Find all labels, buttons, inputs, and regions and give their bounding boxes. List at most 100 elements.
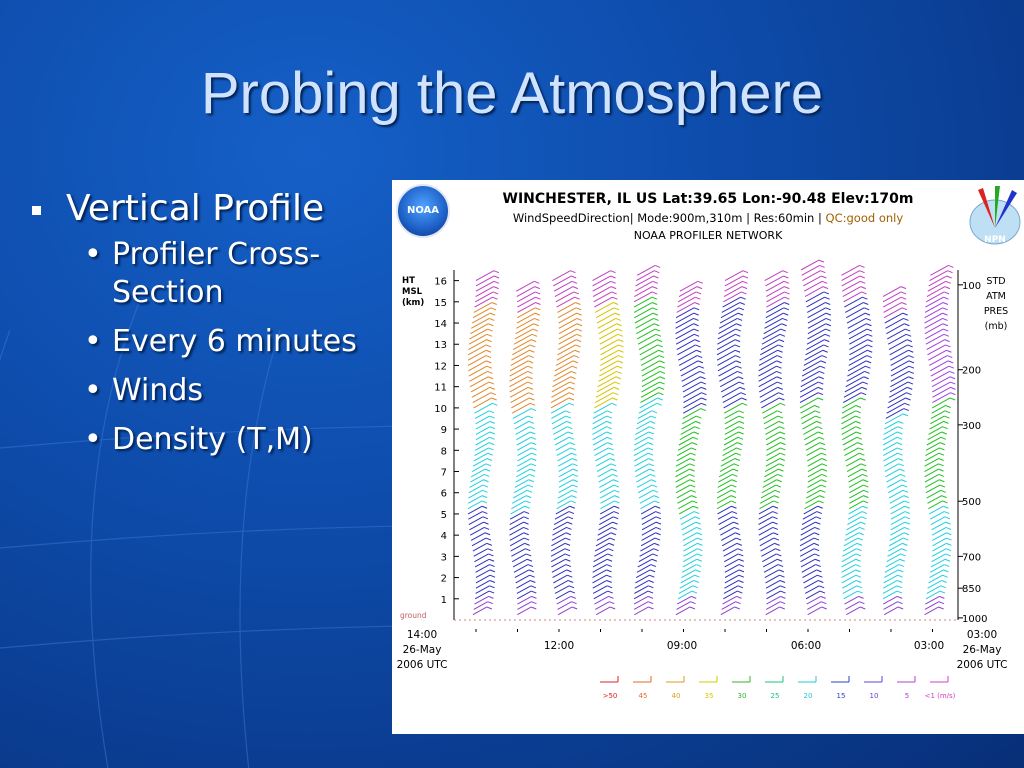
wind-barb-flag <box>658 355 665 359</box>
wind-barb-flag <box>568 511 575 515</box>
wind-barb <box>557 606 573 616</box>
wind-barb-flag <box>609 458 616 461</box>
wind-barb <box>723 585 739 594</box>
wind-barb-flag <box>938 606 944 610</box>
wind-barb-flag <box>738 574 745 578</box>
wind-barb <box>634 463 650 472</box>
wind-barb <box>882 590 898 600</box>
wind-barb-flag <box>735 537 742 541</box>
wind-barb-flag <box>867 344 873 348</box>
wind-barb-flag <box>822 286 829 290</box>
wind-barb-flag <box>567 516 574 520</box>
wind-barb <box>593 291 612 303</box>
wind-barb <box>553 580 569 589</box>
wind-barb <box>512 558 528 568</box>
wind-barb <box>473 452 489 462</box>
wind-barb-flag <box>904 402 910 406</box>
wind-barb <box>681 371 700 382</box>
wind-barb-flag <box>860 458 866 461</box>
wind-profile-chart: HTMSL(km)12345678910111213141516groundST… <box>397 259 1008 700</box>
wind-barb <box>676 601 691 610</box>
wind-barb-flag <box>822 349 828 353</box>
wind-barb <box>474 291 494 303</box>
wind-barb-flag <box>570 500 576 504</box>
wind-barb-flag <box>692 500 698 504</box>
wind-barb <box>925 442 941 451</box>
wind-barb <box>890 527 905 536</box>
wind-barb-flag <box>489 317 495 321</box>
x-tick-label: 06:00 <box>791 640 821 652</box>
wind-barb-flag <box>484 526 490 530</box>
wind-barb-flag <box>778 463 785 467</box>
wind-barb <box>682 527 697 536</box>
wind-barb <box>761 333 781 345</box>
wind-barb-flag <box>856 585 863 589</box>
wind-barb-flag <box>611 291 617 295</box>
x-left-time-label: 14:00 <box>407 629 437 641</box>
wind-barb <box>554 436 570 446</box>
wind-barb-flag <box>772 526 778 530</box>
wind-barb <box>515 473 530 483</box>
wind-barb <box>633 291 653 303</box>
wind-barb-flag <box>813 548 820 552</box>
wind-barb <box>930 410 946 419</box>
wind-barb-flag <box>648 463 655 467</box>
wind-barb <box>683 548 698 557</box>
wind-barb-flag <box>821 606 827 610</box>
wind-barb <box>557 601 572 610</box>
wind-barb-flag <box>775 484 782 488</box>
wind-barb-flag <box>565 564 572 568</box>
wind-barb <box>557 307 577 319</box>
wind-barb-flag <box>693 505 699 509</box>
wind-barb <box>675 484 691 494</box>
wind-barb <box>766 291 785 303</box>
wind-barb-flag <box>651 484 658 488</box>
wind-barb <box>844 381 864 393</box>
wind-barb-flag <box>943 296 949 300</box>
wind-barb <box>890 505 905 515</box>
wind-barb <box>925 595 940 605</box>
wind-barb-flag <box>486 458 493 461</box>
wind-profile-column <box>882 286 915 616</box>
wind-barb-flag <box>859 452 865 456</box>
wind-barb <box>468 365 488 377</box>
x-left-time-label: 2006 UTC <box>397 659 448 671</box>
wind-barb <box>930 415 945 425</box>
wind-barb-flag <box>571 370 577 374</box>
wind-barb <box>472 307 492 319</box>
wind-barb-flag <box>649 426 655 430</box>
wind-barb <box>806 484 822 494</box>
wind-barb-flag <box>565 410 571 414</box>
wind-barb-flag <box>523 521 529 525</box>
wind-barb <box>720 606 736 616</box>
wind-barb <box>515 323 534 335</box>
wind-barb <box>475 415 490 425</box>
wind-barb-flag <box>486 606 493 610</box>
wind-barb-flag <box>690 601 696 605</box>
wind-barb <box>509 527 524 536</box>
wind-barb <box>887 548 902 557</box>
wind-barb <box>641 532 656 541</box>
wind-barb-flag <box>573 291 580 295</box>
wind-barb <box>932 537 947 547</box>
wind-barb-flag <box>777 558 783 562</box>
wind-barb-flag <box>654 323 660 327</box>
wind-barb-flag <box>482 516 489 520</box>
wind-barb-flag <box>647 452 654 456</box>
wind-barb <box>848 355 867 366</box>
wind-barb <box>760 344 779 356</box>
wind-barb <box>719 376 739 388</box>
wind-barb <box>925 447 940 457</box>
wind-barb-flag <box>606 431 612 435</box>
wind-barb <box>633 296 653 308</box>
wind-barb <box>886 402 905 414</box>
wind-barb <box>635 275 654 287</box>
wind-barb <box>841 270 860 282</box>
wind-barb-flag <box>817 386 824 390</box>
wind-barb <box>801 521 816 531</box>
wind-barb-flag <box>782 317 788 321</box>
wind-barb-flag <box>651 410 658 414</box>
wind-barb <box>883 458 899 467</box>
wind-barb-flag <box>904 526 910 530</box>
wind-barb <box>636 264 656 276</box>
